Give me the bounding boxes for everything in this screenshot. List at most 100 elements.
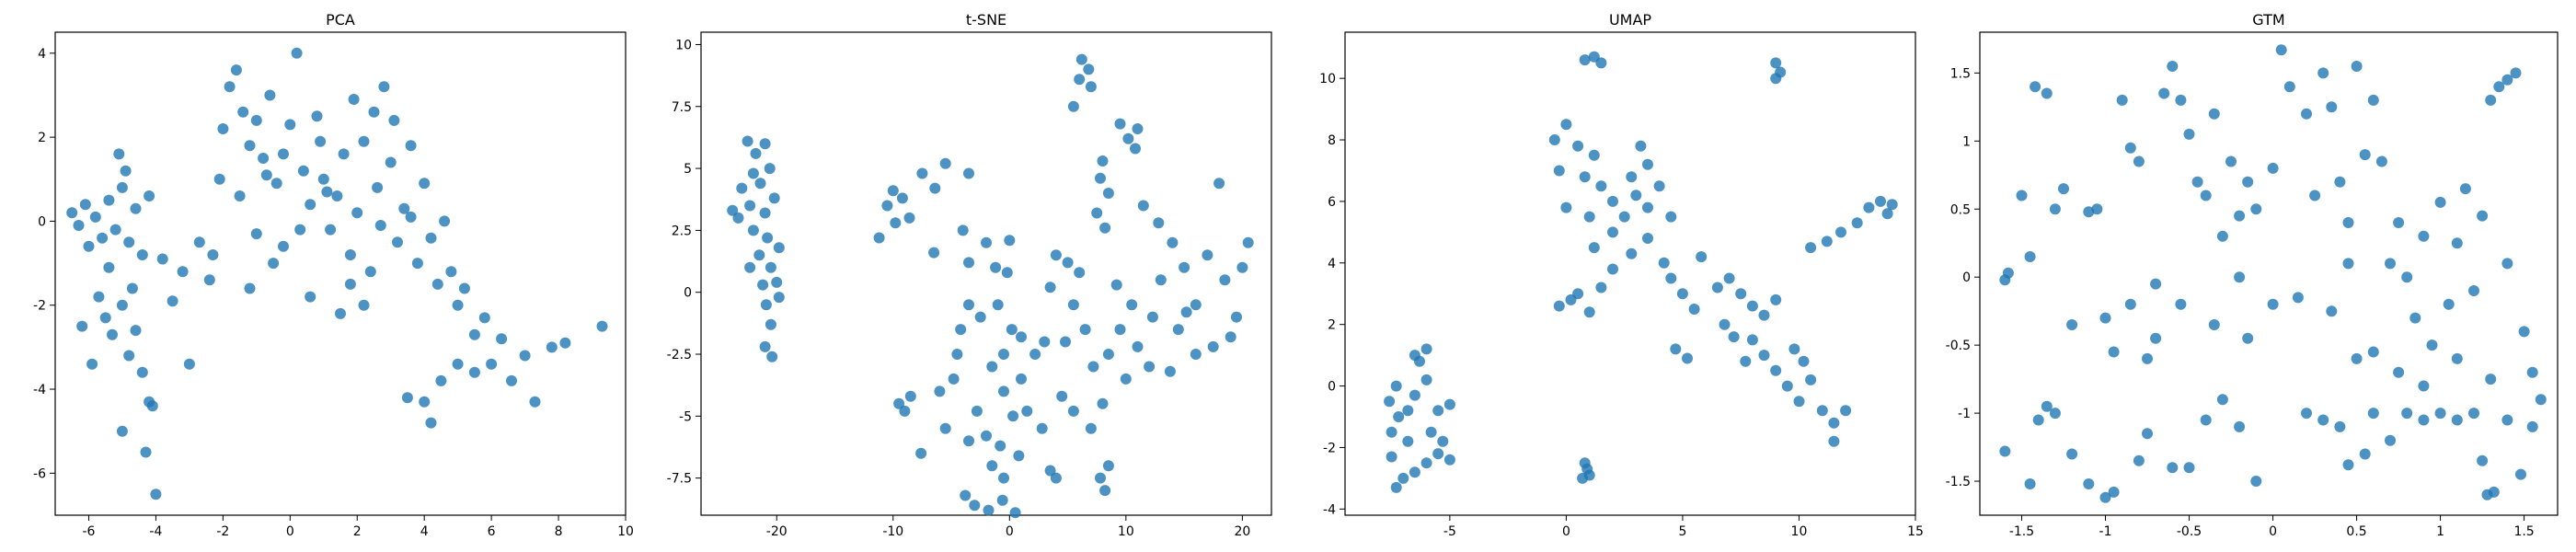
scatter-point bbox=[2058, 183, 2069, 195]
scatter-point bbox=[368, 106, 380, 118]
scatter-point bbox=[458, 282, 470, 294]
scatter-point bbox=[315, 135, 327, 147]
scatter-points bbox=[1384, 51, 1898, 493]
scatter-point bbox=[2016, 190, 2028, 201]
scatter-point bbox=[998, 349, 1009, 360]
axis-ticks: -6 -4 -2 0 2 4 6 8 10 -6 -4 -2 0 2 4 bbox=[33, 47, 634, 539]
scatter-point bbox=[1626, 247, 1638, 259]
y-tick-label: -2 bbox=[33, 299, 46, 314]
scatter-point bbox=[1062, 257, 1074, 269]
scatter-point bbox=[1202, 249, 1213, 261]
scatter-point bbox=[2267, 298, 2279, 310]
scatter-point bbox=[2183, 128, 2195, 140]
scatter-point bbox=[757, 279, 769, 291]
scatter-point bbox=[2443, 298, 2455, 310]
scatter-point bbox=[130, 202, 142, 214]
scatter-point bbox=[1758, 309, 1770, 321]
scatter-point bbox=[1579, 54, 1591, 66]
scatter-point bbox=[405, 140, 417, 152]
scatter-point bbox=[773, 292, 785, 304]
y-tick-label: 0 bbox=[38, 214, 46, 229]
x-tick-label: 4 bbox=[420, 524, 429, 539]
scatter-point bbox=[736, 182, 748, 194]
scatter-point bbox=[2292, 292, 2304, 304]
scatter-point bbox=[1420, 457, 1432, 469]
scatter-point bbox=[2024, 478, 2036, 489]
scatter-point bbox=[116, 181, 128, 193]
scatter-point bbox=[2459, 183, 2471, 195]
scatter-point bbox=[311, 110, 323, 122]
scatter-point bbox=[2150, 278, 2162, 290]
scatter-point bbox=[268, 258, 280, 270]
scatter-point bbox=[2535, 394, 2547, 406]
scatter-point bbox=[1626, 171, 1638, 183]
scatter-point bbox=[1770, 73, 1782, 85]
scatter-point bbox=[338, 148, 350, 160]
scatter-point bbox=[559, 337, 571, 349]
scatter-point bbox=[1172, 324, 1184, 336]
scatter-point bbox=[2167, 462, 2179, 474]
scatter-point bbox=[1409, 466, 1420, 478]
scatter-point bbox=[1770, 364, 1782, 376]
scatter-point bbox=[928, 247, 940, 259]
scatter-point bbox=[939, 157, 951, 169]
scatter-point bbox=[986, 361, 998, 373]
scatter-point bbox=[1390, 481, 1402, 493]
scatter-point bbox=[759, 138, 771, 150]
scatter-point bbox=[1607, 263, 1618, 275]
y-tick-label: 1 bbox=[1962, 134, 1971, 149]
scatter-point bbox=[1788, 343, 1800, 355]
scatter-point bbox=[496, 333, 508, 345]
scatter-point bbox=[331, 190, 343, 201]
scatter-point bbox=[1828, 417, 1840, 429]
scatter-point bbox=[1013, 450, 1025, 462]
scatter-point bbox=[344, 278, 356, 290]
scatter-point bbox=[1099, 222, 1111, 234]
x-tick-label: 0 bbox=[1562, 524, 1570, 539]
scatter-point bbox=[86, 358, 98, 370]
scatter-point bbox=[1083, 63, 1095, 75]
scatter-point bbox=[2501, 74, 2513, 86]
scatter-point bbox=[398, 202, 410, 214]
scatter-point bbox=[981, 430, 992, 442]
y-tick-label: 7.5 bbox=[672, 100, 692, 115]
x-tick-label: 15 bbox=[1907, 524, 1924, 539]
scatter-point bbox=[596, 320, 608, 332]
scatter-point bbox=[1074, 74, 1086, 86]
scatter-point bbox=[1225, 331, 1236, 343]
scatter-point bbox=[1001, 267, 1013, 279]
scatter-point bbox=[97, 232, 109, 244]
scatter-point bbox=[439, 215, 451, 227]
scatter-point bbox=[2049, 203, 2061, 215]
scatter-point bbox=[969, 500, 981, 512]
scatter-point bbox=[890, 217, 902, 229]
scatter-point bbox=[1863, 201, 1875, 213]
scatter-points bbox=[1999, 44, 2547, 503]
scatter-point bbox=[1074, 267, 1086, 279]
scatter-point bbox=[1085, 81, 1097, 93]
scatter-point bbox=[995, 440, 1006, 452]
scatter-point bbox=[1583, 211, 1595, 223]
scatter-point bbox=[177, 266, 189, 278]
x-tick-label: 0 bbox=[2269, 524, 2277, 539]
scatter-point bbox=[2326, 101, 2338, 113]
scatter-point bbox=[1242, 236, 1254, 248]
scatter-point bbox=[234, 190, 246, 201]
y-tick-label: 0 bbox=[1962, 270, 1971, 285]
scatter-point bbox=[1443, 454, 1455, 466]
scatter-point bbox=[2342, 217, 2354, 228]
scatter-point bbox=[934, 385, 946, 397]
scatter-point bbox=[2216, 230, 2228, 242]
x-tick-label: 1 bbox=[2436, 524, 2444, 539]
scatter-point bbox=[2359, 149, 2371, 161]
scatter-point bbox=[1207, 340, 1219, 352]
scatter-point bbox=[452, 358, 464, 370]
scatter-points bbox=[727, 53, 1254, 519]
scatter-point bbox=[150, 489, 162, 500]
x-tick-label: 8 bbox=[555, 524, 563, 539]
scatter-point bbox=[297, 165, 309, 177]
scatter-point bbox=[929, 182, 941, 194]
scatter-point bbox=[1153, 217, 1165, 229]
scatter-point bbox=[2485, 374, 2497, 385]
scatter-point bbox=[1821, 236, 1833, 247]
